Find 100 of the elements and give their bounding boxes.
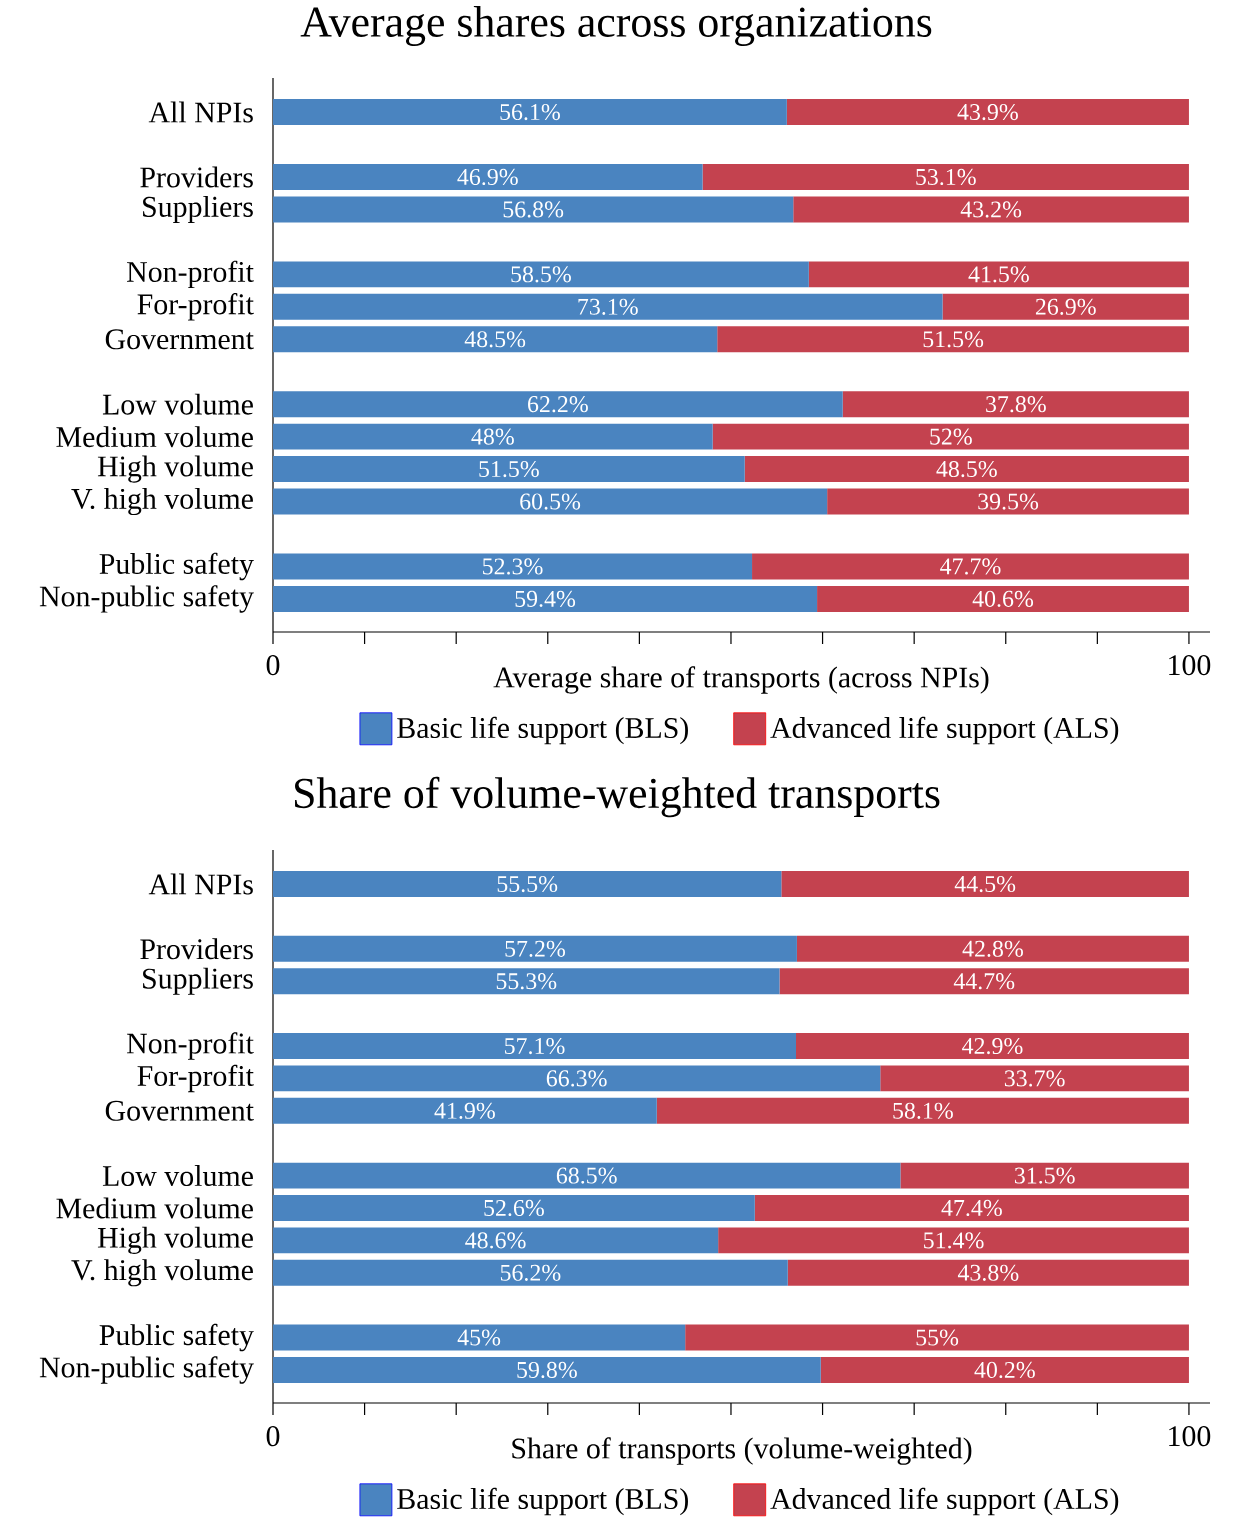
bar [702,164,1189,190]
data-label: 48.6% [465,1232,526,1249]
y-tick-label: Suppliers [143,967,253,995]
bar [273,1033,797,1059]
x-tick-label: 0 [266,1426,280,1447]
y-tick-label: Providers [140,938,253,960]
y-tick-label: Low volume [102,1165,253,1187]
data-label: 42.9% [962,1037,1023,1055]
data-label: 47.7% [940,558,1001,575]
data-label: 59.4% [515,590,576,608]
legend-label: Basic life support (BLS) [397,716,688,745]
data-label: 57.2% [505,940,566,957]
data-label: 52.6% [484,1199,544,1217]
y-tick-label: Non-profit [127,1032,254,1060]
data-label: 73.1% [578,298,638,315]
bar [273,164,703,190]
bar [273,196,794,223]
x-axis-title: Average share of transports (across NPIs) [493,666,989,694]
bar [827,488,1189,515]
data-label: 55% [916,1329,959,1346]
bar [273,585,818,612]
bar [808,261,1189,288]
y-tick-label: V. high volume [71,1259,253,1287]
y-tick-label: Non-public safety [39,585,254,613]
data-label: 52.3% [483,558,543,575]
data-label: 60.5% [520,493,581,510]
data-label: 47.4% [941,1199,1002,1217]
data-label: 48% [471,428,514,445]
data-label: 55.5% [497,875,558,893]
data-label: 26.9% [1035,298,1096,315]
y-tick-label: Providers [140,166,253,188]
y-tick-label: All NPIs [148,873,253,895]
data-label: 53.1% [916,168,976,186]
data-label: 51.5% [479,460,539,478]
bar [273,456,745,483]
y-tick-label: For-profit [137,1064,254,1093]
bar [786,99,1189,126]
bar [880,1065,1189,1092]
bar [273,1097,657,1124]
data-label: 43.2% [960,201,1022,218]
bar [796,935,1189,962]
bar [712,423,1189,450]
data-label: 41.5% [968,266,1029,283]
bar [273,935,797,962]
y-tick-label: For-profit [137,293,254,321]
y-tick-label: Suppliers [143,195,253,224]
data-label: 45% [457,1329,501,1346]
bar [273,968,780,995]
bar [754,1195,1189,1221]
bar [273,553,753,580]
y-tick-label: Low volume [102,393,253,415]
bar [842,391,1189,418]
bar [273,1065,881,1092]
data-label: 62.2% [528,396,588,413]
data-label: 48.5% [464,331,526,348]
legend-label: Basic life support (BLS) [397,1487,688,1516]
bar [787,1259,1189,1286]
y-tick-label: Non-public safety [39,1356,254,1384]
data-label: 58.5% [511,266,571,283]
bar [793,196,1189,223]
bar [717,326,1189,353]
data-label: 44.7% [953,973,1015,990]
data-label: 58.1% [893,1102,953,1119]
data-label: 31.5% [1014,1167,1075,1184]
bar [752,553,1189,580]
bar [273,1162,901,1189]
data-label: 55.3% [496,973,557,990]
bar [273,326,718,353]
bar [817,585,1189,612]
data-label: 51.4% [924,1232,984,1249]
y-tick-label: Government [105,1100,254,1121]
data-label: 42.8% [962,940,1023,957]
data-label: 43.9% [957,103,1018,121]
data-label: 66.3% [546,1070,607,1087]
data-label: 56.1% [500,103,560,121]
bar [685,1324,1189,1351]
bar [273,871,782,897]
y-tick-label: Medium volume [56,426,253,448]
data-label: 46.9% [457,168,518,186]
bar [942,293,1189,320]
bar [796,1033,1189,1059]
y-tick-label: High volume [97,455,253,483]
y-tick-label: V. high volume [71,487,253,516]
legend-label: Advanced life support (ALS) [770,1487,1119,1516]
data-label: 56.2% [500,1264,561,1281]
data-label: 37.8% [986,396,1046,413]
y-tick-label: Non-profit [127,260,254,289]
data-label: 44.5% [954,875,1016,893]
data-label: 40.2% [974,1361,1035,1379]
bar [273,391,843,418]
bar [273,99,787,126]
data-label: 33.7% [1004,1070,1065,1087]
bar [744,456,1189,483]
bar [273,1357,821,1383]
data-label: 41.9% [434,1102,495,1119]
data-label: 56.8% [503,201,564,218]
bar [718,1227,1189,1254]
x-tick-label: 100 [1169,1426,1211,1447]
legend-label: Advanced life support (ALS) [770,716,1119,745]
y-tick-label: Public safety [99,552,254,581]
